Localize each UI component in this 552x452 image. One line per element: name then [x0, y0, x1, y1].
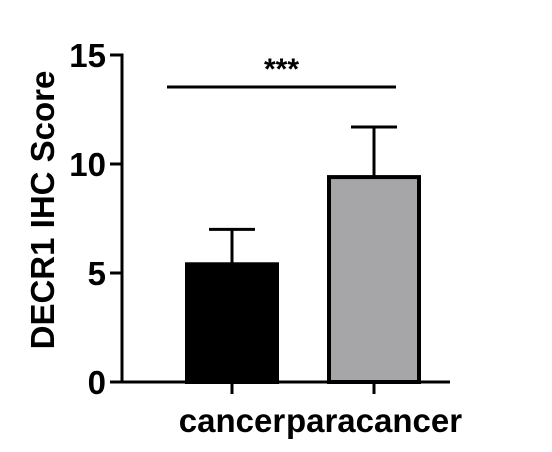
x-tick-label-cancer: cancer: [179, 402, 286, 439]
bar-cancer: [185, 262, 279, 384]
bar-paracancer: [327, 175, 421, 384]
y-tick-label: 0: [88, 364, 106, 401]
y-tick-label: 15: [69, 37, 106, 74]
y-tick-label: 10: [69, 146, 106, 183]
x-axis: cancer paracancer: [120, 380, 462, 439]
error-bars: [209, 125, 397, 265]
y-axis-title: DECR1 IHC Score: [24, 71, 61, 350]
y-tick-label: 5: [88, 255, 106, 292]
bars: [185, 175, 421, 384]
y-axis: 0 5 10 15: [69, 37, 124, 401]
x-tick-label-paracancer: paracancer: [286, 402, 462, 439]
significance-annotation: ***: [167, 53, 396, 89]
significance-label: ***: [264, 53, 299, 86]
